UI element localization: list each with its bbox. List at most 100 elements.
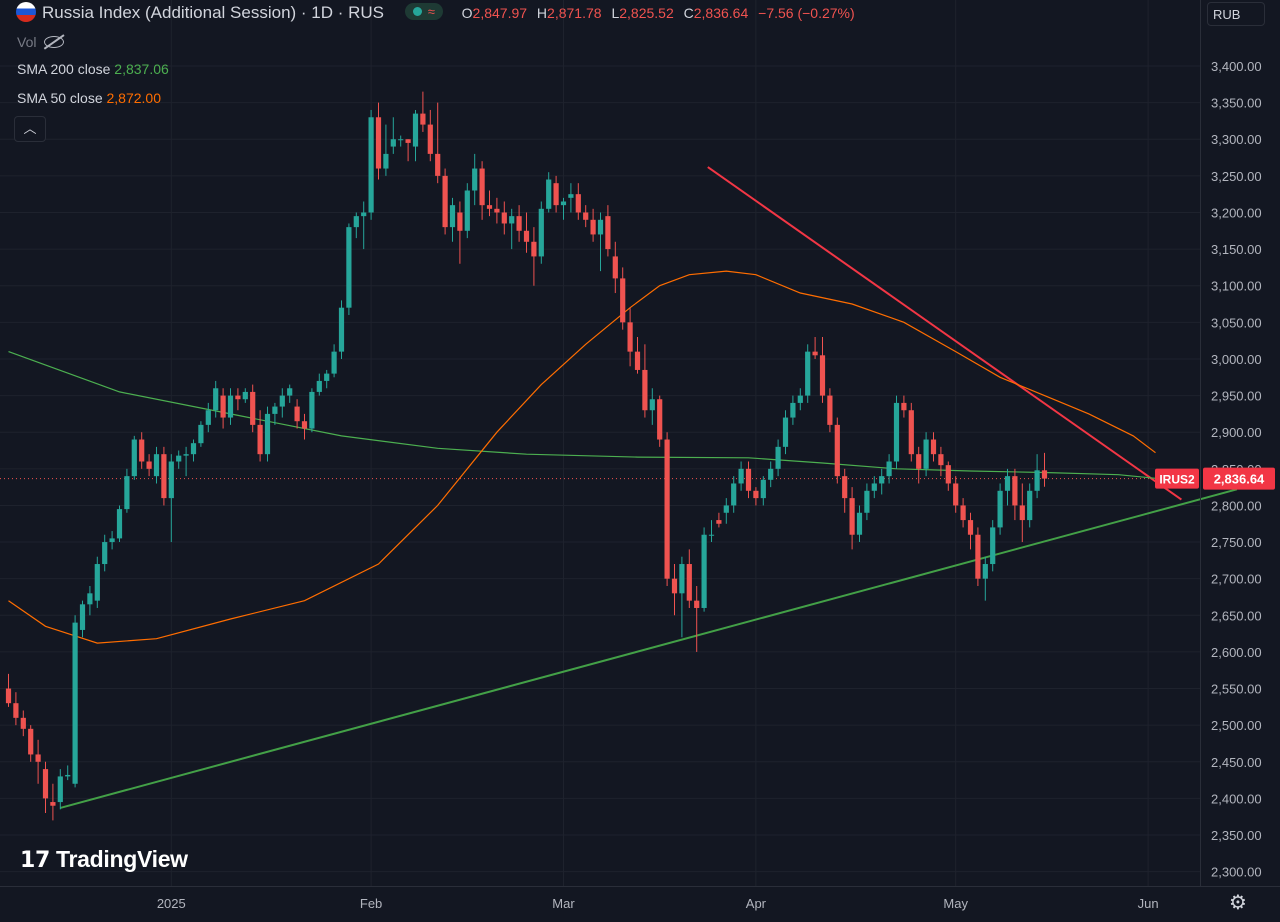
candle-body [213, 388, 219, 411]
candle [87, 586, 93, 616]
symbol-legend: Russia Index (Additional Session) · 1D ·… [16, 2, 861, 23]
candle-body [612, 256, 618, 279]
candle [575, 183, 581, 220]
candle-body [975, 534, 981, 579]
candle [242, 388, 248, 403]
candle-body [997, 490, 1003, 528]
candle [472, 153, 478, 206]
price-axis[interactable]: 2,300.00 2,350.00 2,400.00 2,450.00 2,500.00… [1200, 0, 1262, 886]
candle [427, 109, 433, 162]
tradingview-logo[interactable]: 𝟭𝟳 TradingView [20, 846, 188, 873]
tradingview-mark-icon: 𝟭𝟳 [20, 847, 51, 872]
candle-body [560, 201, 567, 206]
sma200-indicator[interactable]: SMA 200 close 2,837.06 [17, 61, 169, 77]
candle [102, 534, 108, 572]
candle [827, 388, 833, 433]
candle-body [723, 505, 729, 513]
candle [464, 183, 470, 239]
logo-text: TradingView [56, 846, 188, 872]
price-tick-label: 2,500.00 [1211, 718, 1262, 733]
candle [768, 461, 774, 488]
candle-body [642, 369, 648, 411]
candle [997, 483, 1003, 535]
candle [805, 344, 811, 403]
candle-body [590, 219, 596, 235]
candle [131, 435, 137, 480]
price-tick-label: 2,400.00 [1211, 791, 1262, 806]
hidden-eye-icon[interactable] [44, 36, 65, 48]
candle [834, 417, 840, 484]
currency-button[interactable]: RUB [1207, 2, 1265, 26]
time-tick-label: Feb [360, 896, 382, 911]
high-label: H [536, 5, 548, 21]
candle-body [472, 168, 478, 191]
price-tick-label: 2,450.00 [1211, 755, 1262, 770]
price-tick-label: 2,750.00 [1211, 535, 1262, 550]
candle [627, 307, 633, 367]
settings-gear-icon[interactable]: ⚙ [1229, 892, 1247, 914]
candle [694, 586, 700, 652]
candle-body [405, 139, 411, 143]
candle [1034, 454, 1040, 499]
candle-body [94, 564, 100, 601]
candle-body [257, 424, 263, 455]
open-label: O [461, 5, 473, 21]
time-tick-label: May [943, 896, 968, 911]
candle [301, 413, 308, 440]
candle [760, 476, 766, 506]
symbol-title[interactable]: Russia Index (Additional Session) · 1D ·… [42, 3, 385, 22]
candle [65, 765, 71, 781]
candle-body [967, 520, 974, 535]
candle [864, 483, 870, 521]
high-value: 2,871.78 [547, 5, 602, 21]
moving-averages [8, 270, 1156, 644]
candle [893, 395, 900, 469]
candle-body [42, 769, 49, 799]
candle [390, 117, 396, 154]
candle-body [57, 776, 63, 803]
candle-body [294, 406, 300, 422]
candle-body [176, 455, 182, 462]
candle-body [383, 153, 389, 169]
candle [916, 446, 922, 484]
candle-body [842, 476, 848, 499]
candle-body [701, 534, 707, 608]
candle-body [65, 774, 71, 777]
candle-body [501, 212, 507, 224]
candle [72, 615, 78, 788]
candle-body [531, 241, 537, 257]
candle [183, 446, 189, 477]
candle-body [805, 351, 811, 396]
price-tick-label: 2,300.00 [1211, 865, 1262, 880]
candle-body [168, 461, 174, 499]
candle-body [893, 402, 900, 462]
collapse-legend-button[interactable]: ︿ [14, 116, 46, 142]
candle-body [353, 216, 359, 228]
candle [671, 564, 678, 616]
candle-body [916, 454, 922, 469]
sma50-indicator[interactable]: SMA 50 close 2,872.00 [17, 90, 161, 106]
candle [842, 468, 848, 513]
price-tick-label: 2,350.00 [1211, 828, 1262, 843]
candle-body [731, 483, 737, 506]
market-status-pill[interactable]: ≈ [404, 3, 443, 20]
candle-body [945, 465, 951, 484]
candle [686, 549, 692, 608]
time-tick-label: Jun [1138, 896, 1159, 911]
candle-body [908, 410, 914, 455]
candle-body [568, 194, 574, 198]
candle [923, 432, 929, 477]
symbol-tag-box [1155, 468, 1199, 489]
candle [975, 527, 981, 587]
currency-label: RUB [1213, 7, 1241, 22]
candle [353, 212, 359, 239]
candle-body [790, 402, 796, 418]
sma50-value: 2,872.00 [106, 90, 162, 106]
candle [442, 168, 448, 235]
volume-indicator[interactable]: Vol [17, 34, 65, 50]
candle-body [116, 509, 123, 539]
price-tick-label: 3,400.00 [1211, 59, 1262, 74]
time-axis[interactable]: 2025 Feb Mar Apr May Jun [0, 886, 1280, 912]
candle-body [79, 604, 86, 630]
